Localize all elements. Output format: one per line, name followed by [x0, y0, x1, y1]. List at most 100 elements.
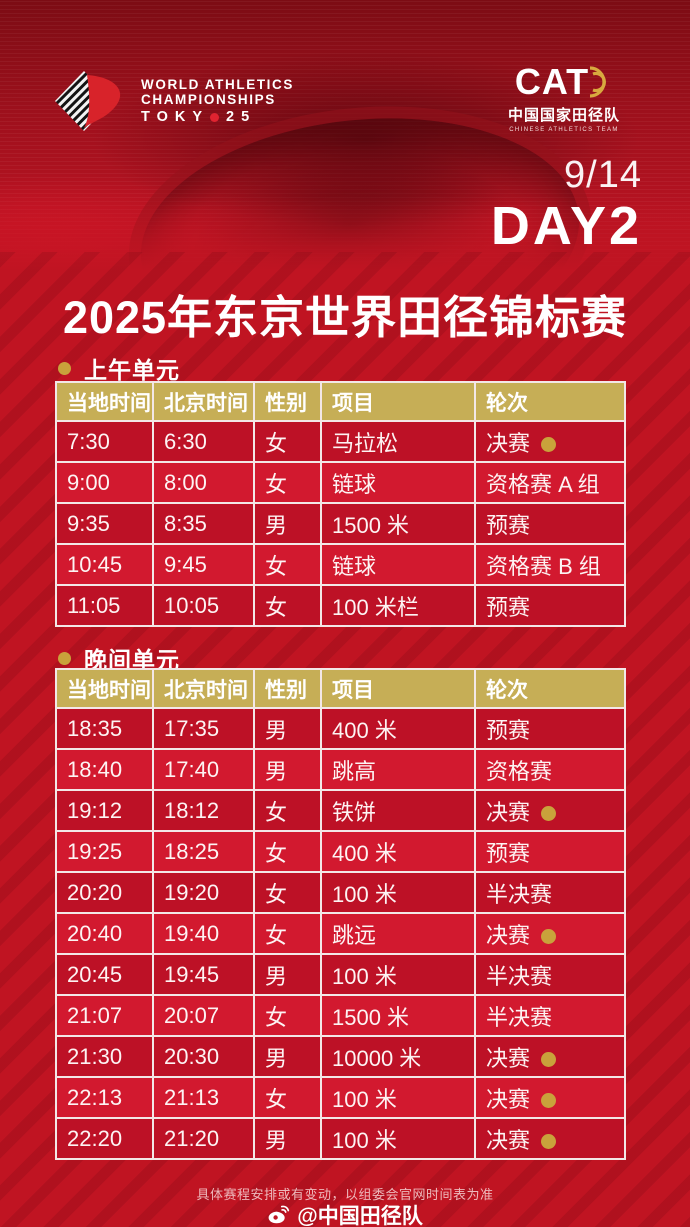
schedule-row: 22:20 21:20 男 100 米决赛	[55, 1117, 626, 1160]
cell-event: 400 米	[320, 707, 476, 750]
final-medal-dot-icon	[541, 436, 557, 452]
cell-event: 跳高	[320, 748, 476, 791]
cell-gender: 男	[253, 707, 322, 750]
round-label: 半决赛	[486, 1004, 553, 1030]
cell-gender: 男	[253, 953, 322, 996]
cell-gender: 女	[253, 912, 322, 955]
cell-beijing-time: 8:35	[152, 502, 255, 545]
cell-round: 半决赛	[474, 994, 626, 1037]
schedule-table: 当地时间 北京时间 性别 项目 轮次 7:30 6:30 女马拉松 决赛 9:00 8:00 女链球…	[55, 381, 626, 627]
cell-beijing-time: 9:45	[152, 543, 255, 586]
cell-event: 100 米	[320, 953, 476, 996]
schedule-row: 19:12 18:12 女铁饼 决赛	[55, 789, 626, 832]
cell-gender: 女	[253, 1076, 322, 1119]
round-label: 决赛	[486, 799, 531, 825]
round-label: 决赛	[486, 1127, 531, 1153]
hero-fade	[0, 196, 690, 278]
round-label: 资格赛	[486, 758, 553, 784]
table-header-row: 当地时间 北京时间 性别 项目 轮次	[55, 668, 626, 709]
world-athletics-logo: WORLD ATHLETICS CHAMPIONSHIPS TOKY 25	[54, 70, 294, 132]
weibo-handle: @中国田径队	[297, 1205, 423, 1227]
cell-round: 预赛	[474, 584, 626, 627]
wa-logo-tokyo-suffix: 25	[226, 108, 257, 125]
cell-beijing-time: 21:13	[152, 1076, 255, 1119]
schedule-row: 7:30 6:30 女马拉松 决赛	[55, 420, 626, 463]
weibo-icon	[268, 1205, 290, 1224]
table-header-row: 当地时间 北京时间 性别 项目 轮次	[55, 381, 626, 422]
schedule-row: 11:05 10:05 女 100 米栏 预赛	[55, 584, 626, 627]
cell-event: 10000 米	[320, 1035, 476, 1078]
cell-round: 资格赛 A 组	[474, 461, 626, 504]
cell-event: 马拉松	[320, 420, 476, 463]
schedule-row: 21:30 20:30 男 10000 米决赛	[55, 1035, 626, 1078]
column-header: 北京时间	[152, 668, 255, 709]
cell-beijing-time: 10:05	[152, 584, 255, 627]
round-label: 半决赛	[486, 963, 553, 989]
cell-event: 1500 米	[320, 994, 476, 1037]
final-medal-dot-icon	[541, 1133, 557, 1149]
wa-logo-line1: WORLD ATHLETICS	[141, 76, 294, 92]
schedule-row: 18:40 17:40 男跳高 资格赛	[55, 748, 626, 791]
day-number: DAY2	[490, 196, 642, 256]
cell-local-time: 22:13	[55, 1076, 154, 1119]
final-medal-dot-icon	[541, 1092, 557, 1108]
cell-round: 决赛	[474, 1117, 626, 1160]
schedule-table: 当地时间 北京时间 性别 项目 轮次 18:35 17:35 男 400 米预赛 18:40 17…	[55, 668, 626, 1160]
cell-round: 资格赛	[474, 748, 626, 791]
disclaimer-note: 具体赛程安排或有变动，以组委会官网时间表为准	[196, 1187, 494, 1202]
cat-acronym: CAT	[514, 61, 590, 102]
cell-round: 预赛	[474, 830, 626, 873]
column-header: 轮次	[474, 381, 626, 422]
tokyo25-gem-icon	[55, 71, 121, 131]
cell-gender: 男	[253, 1035, 322, 1078]
cell-beijing-time: 18:25	[152, 830, 255, 873]
cell-gender: 女	[253, 871, 322, 914]
schedule-row: 20:45 19:45 男 100 米半决赛	[55, 953, 626, 996]
column-header: 北京时间	[152, 381, 255, 422]
cell-beijing-time: 6:30	[152, 420, 255, 463]
round-label: 决赛	[486, 922, 531, 948]
tokyo-o-dot-icon	[210, 112, 220, 122]
cell-beijing-time: 19:45	[152, 953, 255, 996]
schedule-row: 10:45 9:45 女链球 资格赛 B 组	[55, 543, 626, 586]
cell-beijing-time: 18:12	[152, 789, 255, 832]
cell-round: 决赛	[474, 1035, 626, 1078]
cell-beijing-time: 17:35	[152, 707, 255, 750]
cell-gender: 男	[253, 748, 322, 791]
column-header: 项目	[320, 381, 476, 422]
cat-arc-icon	[590, 66, 607, 98]
round-label: 资格赛 A 组	[486, 471, 600, 497]
event-date: 9/14	[564, 154, 642, 196]
column-header: 当地时间	[55, 381, 154, 422]
cell-local-time: 11:05	[55, 584, 154, 627]
column-header: 轮次	[474, 668, 626, 709]
cell-beijing-time: 20:30	[152, 1035, 255, 1078]
weibo-credit: @中国田径队	[0, 1200, 690, 1227]
cell-gender: 男	[253, 1117, 322, 1160]
cell-local-time: 7:30	[55, 420, 154, 463]
cell-local-time: 18:35	[55, 707, 154, 750]
cell-local-time: 20:20	[55, 871, 154, 914]
cell-gender: 女	[253, 584, 322, 627]
cell-event: 400 米	[320, 830, 476, 873]
cell-event: 100 米栏	[320, 584, 476, 627]
round-label: 决赛	[486, 1045, 531, 1071]
cell-beijing-time: 21:20	[152, 1117, 255, 1160]
cell-local-time: 9:00	[55, 461, 154, 504]
round-label: 资格赛 B 组	[486, 553, 601, 579]
cell-local-time: 9:35	[55, 502, 154, 545]
cell-local-time: 21:07	[55, 994, 154, 1037]
schedule-row: 19:25 18:25 女 400 米预赛	[55, 830, 626, 873]
schedule-row: 21:07 20:07 女 1500 米半决赛	[55, 994, 626, 1037]
cat-name-en: CHINESE ATHLETICS TEAM	[509, 127, 619, 133]
cell-gender: 女	[253, 789, 322, 832]
cell-local-time: 10:45	[55, 543, 154, 586]
schedule-row: 20:40 19:40 女跳远 决赛	[55, 912, 626, 955]
bullet-dot-icon	[58, 651, 71, 665]
cell-event: 1500 米	[320, 502, 476, 545]
cell-event: 跳远	[320, 912, 476, 955]
cell-beijing-time: 19:40	[152, 912, 255, 955]
cell-beijing-time: 19:20	[152, 871, 255, 914]
morning-schedule-table: 当地时间 北京时间 性别 项目 轮次 7:30 6:30 女马拉松 决赛 9:00 8:00 女链球…	[55, 381, 626, 627]
